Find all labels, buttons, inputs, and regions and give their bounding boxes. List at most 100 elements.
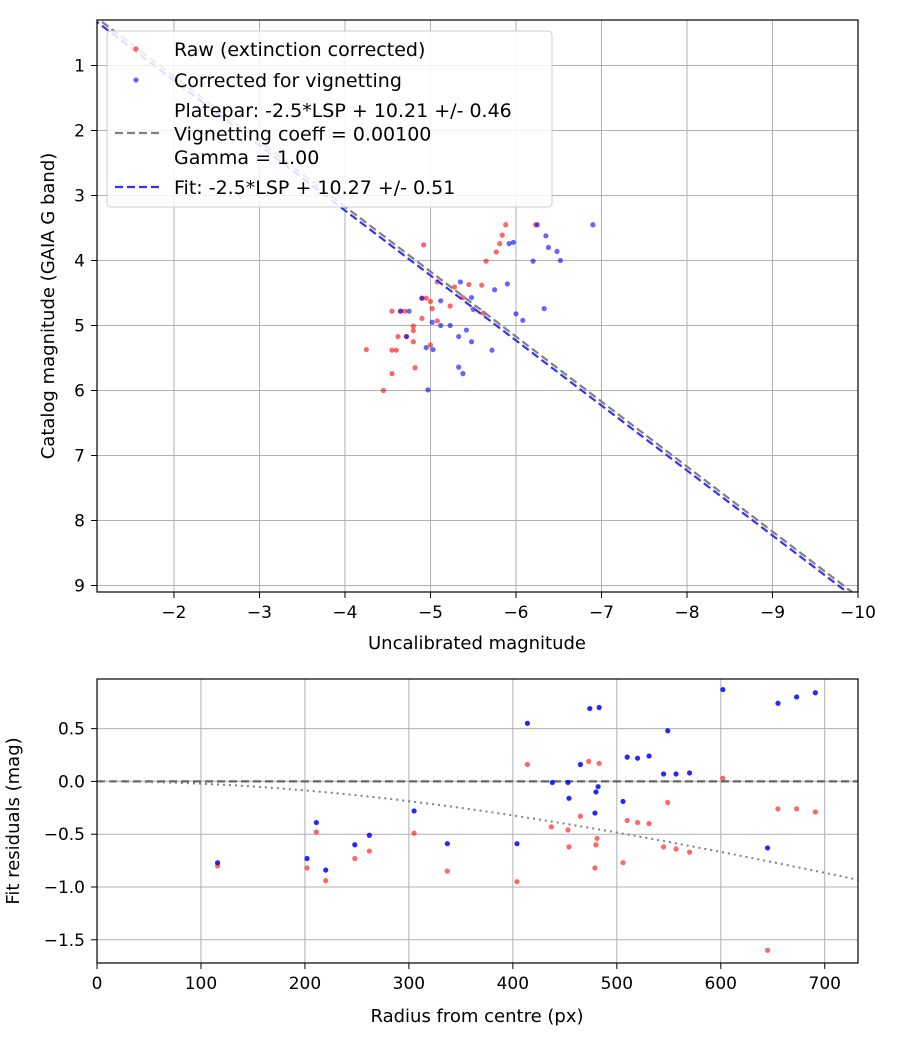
raw-residual-point bbox=[812, 809, 818, 815]
x-tick-label: −7 bbox=[589, 603, 614, 623]
raw-residual-point bbox=[411, 830, 417, 836]
corrected-residual-point bbox=[775, 700, 781, 706]
corrected-residual-point bbox=[352, 842, 358, 848]
y-tick-label: −1.5 bbox=[44, 931, 85, 951]
corrected-point bbox=[520, 317, 526, 323]
raw-point bbox=[380, 387, 387, 394]
raw-point bbox=[410, 328, 416, 334]
x-tick-label: 400 bbox=[497, 974, 529, 994]
corrected-point bbox=[468, 294, 475, 301]
corrected-point bbox=[438, 298, 444, 304]
corrected-point bbox=[419, 295, 425, 301]
corrected-residual-point bbox=[812, 690, 818, 696]
corrected-residual-point bbox=[549, 779, 555, 786]
x-tick-label: −4 bbox=[332, 603, 357, 623]
corrected-residual-point bbox=[592, 810, 598, 816]
corrected-point bbox=[545, 244, 552, 251]
raw-point bbox=[483, 258, 489, 264]
corrected-residual-point bbox=[323, 867, 329, 873]
raw-residual-point bbox=[764, 947, 771, 953]
raw-residual-point bbox=[592, 865, 598, 871]
corrected-point bbox=[554, 248, 560, 254]
corrected-point bbox=[457, 279, 463, 285]
residuals-ticks: 0 100 200 300 400 500 600 700 0.5 0.0 −0.5 −1.0 −1.5 bbox=[44, 720, 841, 994]
raw-residual-point bbox=[720, 775, 726, 781]
y-tick-label: 5 bbox=[74, 317, 85, 337]
raw-point bbox=[410, 323, 416, 329]
corrected-residual-point bbox=[577, 761, 584, 768]
corrected-residual-point bbox=[524, 720, 531, 726]
platepar-line bbox=[97, 20, 854, 592]
raw-point bbox=[466, 281, 472, 288]
residuals-x-label: Radius from centre (px) bbox=[370, 1006, 583, 1027]
corrected-point bbox=[513, 311, 519, 317]
corrected-residual-point bbox=[764, 845, 771, 851]
x-tick-label: 100 bbox=[185, 974, 217, 994]
y-tick-label: 3 bbox=[74, 187, 85, 207]
corrected-residual-point bbox=[593, 789, 599, 795]
y-tick-label: 6 bbox=[74, 382, 85, 402]
corrected-residual-point bbox=[596, 704, 602, 711]
corrected-residual-point bbox=[646, 753, 652, 759]
raw-point bbox=[499, 232, 505, 238]
raw-point bbox=[363, 346, 369, 353]
legend-corrected-label: Corrected for vignetting bbox=[174, 70, 402, 92]
residuals-chart: 0 100 200 300 400 500 600 700 0.5 0.0 −0.5 −1.0 −1.5… bbox=[3, 678, 859, 1027]
corrected-point bbox=[447, 322, 453, 329]
raw-residual-point bbox=[524, 761, 531, 768]
legend-raw-marker bbox=[133, 46, 139, 52]
x-tick-label: 200 bbox=[289, 974, 321, 994]
corrected-point bbox=[489, 347, 495, 353]
raw-residual-point bbox=[313, 829, 319, 835]
legend-platepar-label: Gamma = 1.00 bbox=[174, 147, 319, 169]
x-tick-label: 500 bbox=[601, 974, 633, 994]
raw-point bbox=[421, 242, 427, 248]
corrected-point bbox=[534, 222, 540, 228]
raw-point bbox=[410, 339, 416, 345]
corrected-point bbox=[423, 345, 429, 351]
residuals-plot-area bbox=[97, 686, 858, 953]
raw-residual-point bbox=[514, 879, 520, 885]
corrected-point bbox=[510, 239, 517, 245]
raw-point bbox=[493, 249, 499, 255]
corrected-point bbox=[504, 281, 511, 287]
raw-residual-point bbox=[635, 819, 641, 826]
y-tick-label: −1.0 bbox=[44, 878, 85, 898]
corrected-point bbox=[541, 306, 547, 312]
raw-point bbox=[412, 365, 418, 371]
corrected-point bbox=[506, 241, 512, 247]
raw-point bbox=[427, 298, 434, 305]
corrected-residual-point bbox=[665, 728, 671, 734]
fit-line bbox=[97, 20, 849, 592]
corrected-residual-point bbox=[514, 841, 520, 847]
legend: Raw (extinction corrected) Corrected for … bbox=[106, 30, 553, 208]
corrected-residual-point bbox=[595, 784, 601, 790]
corrected-residual-point bbox=[635, 755, 641, 761]
corrected-residual-point bbox=[444, 841, 450, 847]
corrected-residual-point bbox=[673, 771, 679, 777]
raw-point bbox=[393, 347, 399, 353]
x-tick-label: 700 bbox=[809, 974, 841, 994]
calibration-chart: −2 −3 −4 −5 −6 −7 −8 −9 −10 1 2 3 4 5 6 7 8 9 Uncalibrate… bbox=[38, 19, 876, 654]
x-tick-label: −10 bbox=[840, 603, 876, 623]
raw-residual-point bbox=[594, 835, 600, 842]
x-tick-label: −9 bbox=[760, 603, 785, 623]
corrected-point bbox=[460, 371, 466, 377]
y-tick-label: 8 bbox=[74, 512, 85, 532]
raw-residual-point bbox=[794, 806, 800, 812]
raw-point bbox=[389, 308, 395, 314]
corrected-point bbox=[543, 233, 549, 239]
raw-point bbox=[389, 371, 395, 377]
x-tick-label: 600 bbox=[705, 974, 737, 994]
x-tick-label: −3 bbox=[247, 603, 272, 623]
corrected-point bbox=[463, 327, 469, 333]
calibration-x-label: Uncalibrated magnitude bbox=[368, 633, 586, 654]
y-tick-label: 0.0 bbox=[58, 772, 85, 792]
raw-residual-point bbox=[620, 860, 626, 866]
y-tick-label: 7 bbox=[74, 447, 85, 467]
calibration-plot-area bbox=[97, 20, 854, 592]
raw-point bbox=[434, 318, 440, 324]
raw-residual-point bbox=[577, 813, 584, 819]
corrected-point bbox=[406, 308, 412, 314]
